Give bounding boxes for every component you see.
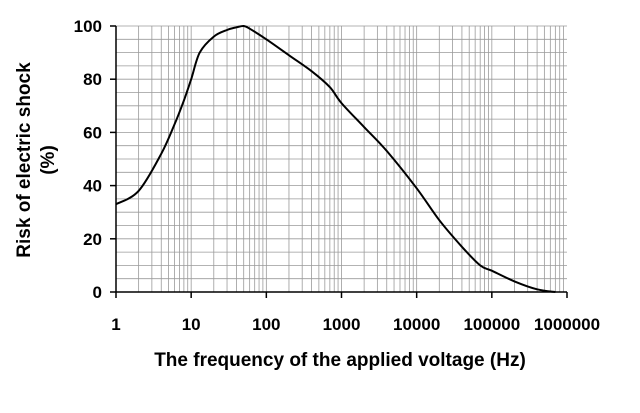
x-tick-label: 1000 [323,315,361,334]
y-axis-title-line2: (%) [38,145,59,175]
x-tick-label: 10000 [393,315,440,334]
y-tick-label: 60 [83,123,102,142]
x-axis-title: The frequency of the applied voltage (Hz… [154,350,526,371]
y-axis-tick-labels: 0 20 40 60 80 100 [74,17,102,302]
y-tick-label: 80 [83,70,102,89]
y-tick-label: 20 [83,230,102,249]
y-axis-title-line1: Risk of electric shock [14,62,35,258]
x-tick-label: 10 [182,315,201,334]
x-tick-label: 100 [252,315,280,334]
x-tick-label: 100000 [463,315,520,334]
risk-curve-line [115,24,556,293]
x-tick-label: 1000000 [534,315,600,334]
plot-frame [110,25,568,298]
x-tick-label: 1 [111,315,120,334]
grid [115,25,567,293]
y-tick-label: 100 [74,17,102,36]
y-tick-label: 0 [93,283,102,302]
y-tick-label: 40 [83,177,102,196]
x-axis-tick-labels: 1 10 100 1000 10000 100000 1000000 [111,315,600,334]
series-layer [115,24,556,293]
